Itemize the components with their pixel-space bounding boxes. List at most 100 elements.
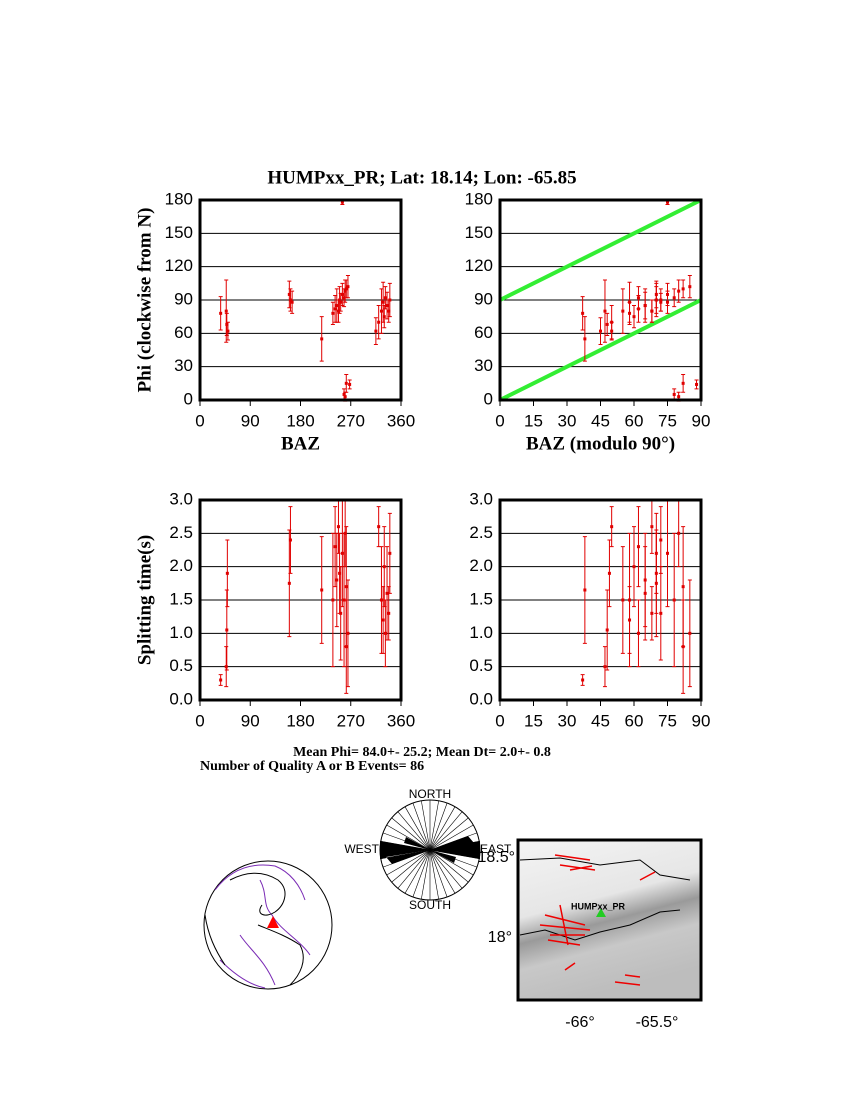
rose-west: WEST: [344, 842, 379, 856]
point: [344, 287, 348, 291]
point: [650, 309, 654, 313]
point: [581, 311, 585, 315]
point: [335, 578, 339, 582]
y-tick-label: 180: [465, 189, 493, 208]
x-tick-label: 60: [625, 411, 644, 430]
x-axis-label: BAZ: [281, 433, 320, 454]
point: [659, 538, 663, 542]
x-tick-label: 90: [241, 411, 260, 430]
map-station: [596, 908, 606, 917]
y-tick-label: 90: [474, 289, 493, 308]
point: [288, 298, 292, 302]
point: [225, 322, 229, 326]
x-tick-label: 180: [286, 411, 314, 430]
y-tick-label: 30: [474, 356, 493, 375]
point: [226, 329, 230, 333]
x-tick-label: 60: [625, 711, 644, 730]
plot-frame: [198, 198, 403, 402]
point: [381, 618, 385, 622]
x-tick-label: 360: [387, 411, 415, 430]
point: [339, 300, 343, 304]
x-tick-label: 0: [495, 711, 504, 730]
point: [659, 300, 663, 304]
globe-station: [267, 916, 279, 928]
point: [335, 304, 339, 308]
y-tick-label: 0.0: [469, 689, 493, 708]
map-lat-bottom: 18°: [488, 929, 512, 946]
y-tick-label: 1.5: [169, 589, 193, 608]
point: [610, 525, 614, 529]
point: [607, 571, 611, 575]
point: [583, 588, 587, 592]
point: [320, 337, 324, 341]
point: [336, 309, 340, 313]
point: [340, 551, 344, 555]
point: [343, 395, 347, 399]
y-tick-label: 0: [484, 389, 493, 408]
reference-line: [499, 198, 702, 302]
point: [374, 329, 378, 333]
point: [659, 611, 663, 615]
point: [224, 665, 228, 669]
x-tick-label: 270: [337, 411, 365, 430]
point: [342, 296, 346, 300]
point: [382, 565, 386, 569]
point: [583, 337, 587, 341]
x-tick-label: 75: [658, 711, 677, 730]
rose-north: NORTH: [409, 787, 451, 801]
point: [340, 200, 344, 204]
y-axis-label: Splitting time(s): [134, 535, 155, 665]
y-tick-label: 150: [165, 223, 193, 242]
point: [346, 285, 350, 289]
rose-diagram: NORTH SOUTH EAST WEST: [344, 787, 512, 912]
point: [381, 300, 385, 304]
point: [346, 631, 350, 635]
y-tick-label: 2.0: [469, 556, 493, 575]
point: [338, 298, 342, 302]
point: [387, 611, 391, 615]
y-tick-label: 120: [165, 256, 193, 275]
point: [344, 381, 348, 385]
point: [636, 631, 640, 635]
rose-east: EAST: [480, 842, 512, 856]
map-station-label: HUMPxx_PR: [571, 901, 626, 911]
point: [643, 591, 647, 595]
point: [599, 329, 602, 333]
x-tick-label: 30: [558, 711, 577, 730]
y-tick-label: 3.0: [169, 489, 193, 508]
point: [320, 588, 324, 592]
y-tick-label: 120: [465, 256, 493, 275]
point: [672, 598, 676, 602]
point: [621, 598, 625, 602]
x-tick-label: 45: [591, 411, 610, 430]
y-tick-label: 2.0: [169, 556, 193, 575]
point: [632, 315, 636, 319]
point: [605, 628, 609, 632]
point: [385, 304, 389, 308]
x-tick-label: 180: [286, 711, 314, 730]
point: [338, 571, 342, 575]
point: [333, 307, 337, 311]
y-tick-label: 2.5: [469, 523, 493, 542]
point: [219, 678, 223, 682]
y-tick-label: 180: [165, 189, 193, 208]
point: [621, 309, 625, 313]
point: [666, 551, 669, 555]
figure-title: HUMPxx_PR; Lat: 18.14; Lon: -65.85: [267, 167, 576, 188]
point: [225, 628, 229, 632]
point: [672, 392, 676, 396]
point: [628, 618, 632, 622]
point: [383, 631, 387, 635]
point: [387, 309, 391, 313]
point: [605, 322, 609, 326]
y-tick-label: 150: [465, 223, 493, 242]
point: [666, 200, 669, 204]
y-tick-label: 3.0: [469, 489, 493, 508]
point: [666, 292, 669, 296]
map-frame: [516, 838, 703, 1002]
map-lon-left: -66°: [565, 1014, 595, 1031]
count-text: Number of Quality A or B Events= 86: [200, 759, 424, 774]
y-tick-label: 30: [174, 356, 193, 375]
map: HUMPxx_PR 18.5° 18° -66° -65.5°: [477, 838, 703, 1031]
